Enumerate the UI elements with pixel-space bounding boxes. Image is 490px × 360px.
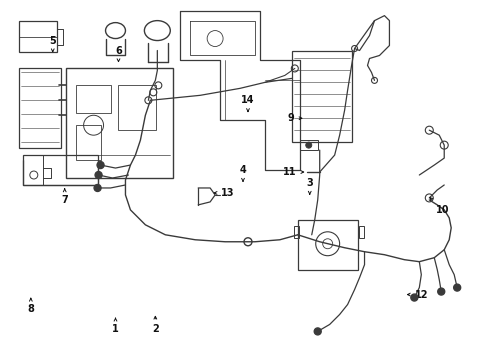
Text: 8: 8 — [27, 298, 34, 315]
Text: 12: 12 — [408, 289, 428, 300]
Bar — [23, 155, 98, 185]
Bar — [66, 68, 173, 178]
Bar — [359, 226, 364, 238]
Bar — [19, 68, 61, 148]
Bar — [298, 220, 358, 270]
Circle shape — [97, 162, 104, 168]
Text: 4: 4 — [240, 165, 246, 181]
Text: 7: 7 — [61, 189, 68, 205]
Text: 1: 1 — [112, 318, 119, 334]
Circle shape — [438, 288, 445, 295]
Bar — [19, 21, 57, 53]
Text: 2: 2 — [152, 316, 159, 334]
Circle shape — [306, 142, 312, 148]
Bar — [294, 226, 299, 238]
Text: 3: 3 — [306, 178, 313, 194]
Text: 13: 13 — [214, 188, 235, 198]
Bar — [75, 85, 111, 113]
Text: 11: 11 — [283, 167, 304, 177]
Circle shape — [411, 294, 418, 301]
Text: 5: 5 — [49, 36, 56, 52]
Circle shape — [314, 328, 321, 335]
Text: 6: 6 — [115, 45, 122, 62]
Bar — [119, 85, 156, 130]
Circle shape — [95, 171, 102, 179]
Circle shape — [454, 284, 461, 291]
Circle shape — [94, 184, 101, 192]
Text: 10: 10 — [430, 198, 449, 215]
Bar — [300, 140, 318, 150]
Bar — [75, 125, 100, 160]
Bar — [292, 50, 352, 142]
Text: 14: 14 — [241, 95, 255, 112]
Text: 9: 9 — [288, 113, 302, 123]
